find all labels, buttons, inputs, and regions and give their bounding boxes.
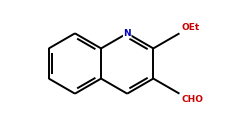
Text: CHO: CHO [181, 95, 203, 104]
Text: OEt: OEt [181, 23, 199, 32]
Text: N: N [123, 29, 131, 38]
